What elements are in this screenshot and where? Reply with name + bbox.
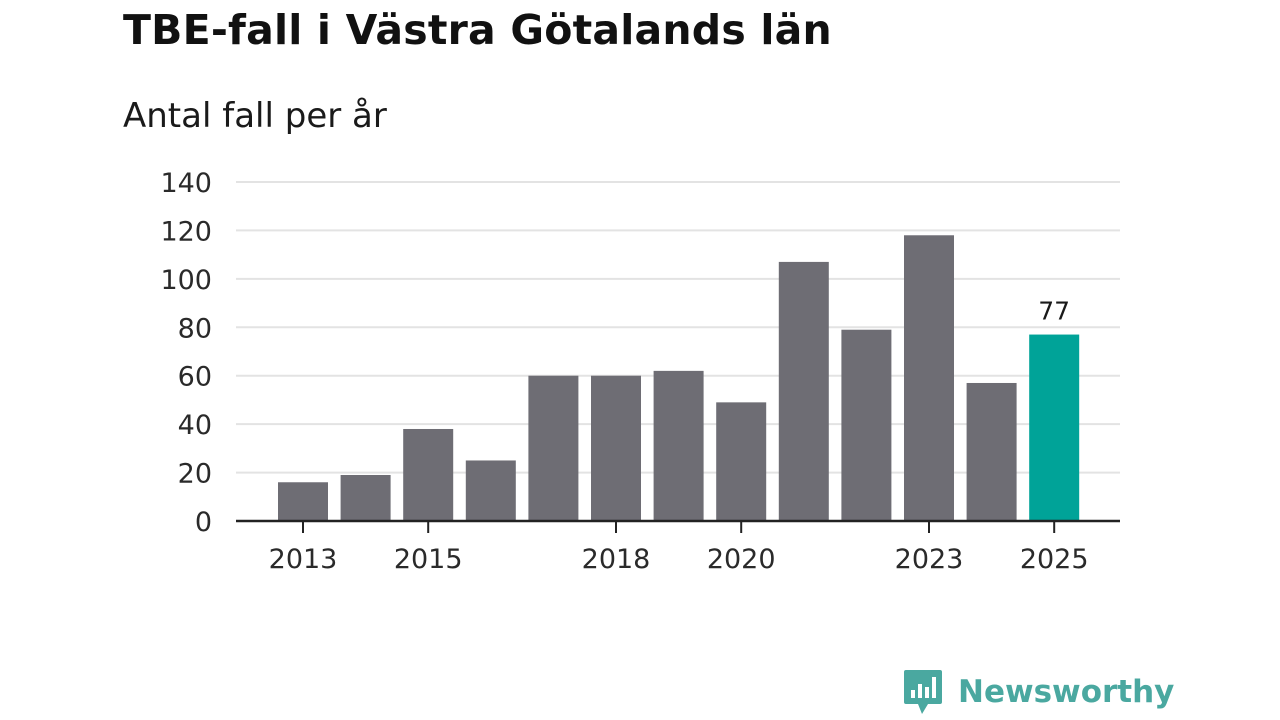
bar-2024 bbox=[966, 382, 1017, 521]
brand-name: Newsworthy bbox=[958, 674, 1175, 710]
bar-2017 bbox=[528, 375, 579, 521]
y-tick-label: 100 bbox=[160, 265, 212, 296]
data-label-2025: 77 bbox=[1038, 297, 1070, 326]
data-labels: 77 bbox=[1038, 297, 1070, 326]
bar-2015 bbox=[403, 428, 454, 521]
newsworthy-logo-icon bbox=[904, 670, 942, 714]
x-tick-label: 2020 bbox=[707, 544, 776, 575]
chart-title: TBE-fall i Västra Götalands län bbox=[123, 6, 832, 54]
bar-2014 bbox=[340, 474, 391, 521]
bar-2021 bbox=[778, 261, 829, 521]
y-tick-label: 0 bbox=[195, 507, 212, 538]
x-tick-label: 2013 bbox=[269, 544, 338, 575]
bar-2025 bbox=[1029, 334, 1080, 521]
bar-2013 bbox=[278, 482, 328, 521]
bar-2016 bbox=[465, 460, 516, 521]
x-axis-ticks: 2013 2015 2018 2020 2023 2025 bbox=[269, 521, 1089, 575]
y-tick-label: 80 bbox=[178, 313, 212, 344]
y-axis-tick-labels: 0 20 40 60 80 100 120 140 bbox=[160, 168, 212, 538]
y-tick-label: 40 bbox=[178, 410, 212, 441]
x-tick-label: 2023 bbox=[895, 544, 964, 575]
y-tick-label: 60 bbox=[178, 362, 212, 393]
bar-2022 bbox=[841, 329, 892, 521]
bar-2018 bbox=[591, 375, 641, 521]
chart-subtitle: Antal fall per år bbox=[123, 96, 387, 136]
bars bbox=[278, 235, 1080, 521]
x-tick-label: 2025 bbox=[1020, 544, 1089, 575]
x-tick-label: 2015 bbox=[394, 544, 463, 575]
bar-2023 bbox=[904, 235, 954, 521]
y-tick-label: 120 bbox=[160, 216, 212, 247]
x-tick-label: 2018 bbox=[582, 544, 651, 575]
brand-logo: Newsworthy bbox=[902, 668, 1174, 716]
bar-2020 bbox=[716, 402, 767, 521]
y-tick-label: 140 bbox=[160, 168, 212, 199]
bar-2019 bbox=[653, 370, 704, 521]
y-tick-label: 20 bbox=[178, 459, 212, 490]
